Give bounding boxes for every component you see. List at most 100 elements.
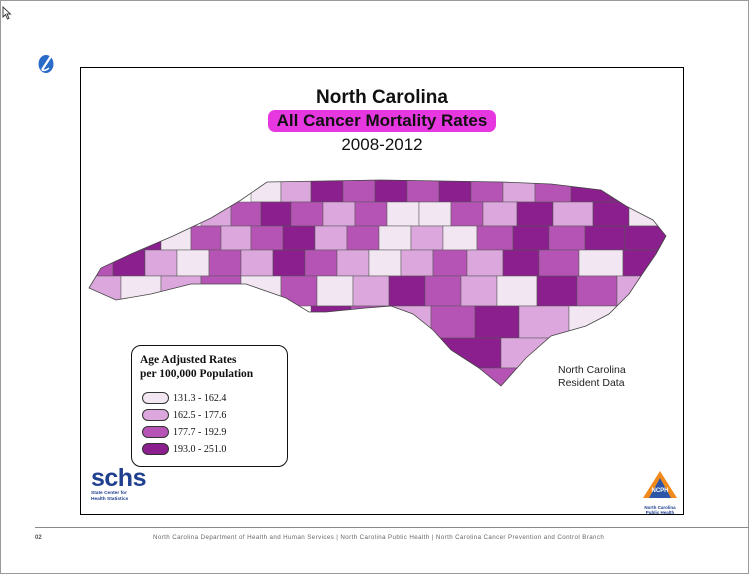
county <box>310 305 352 339</box>
county <box>576 275 618 307</box>
county <box>352 275 390 307</box>
county <box>442 225 478 251</box>
county <box>482 201 518 227</box>
county <box>314 225 348 251</box>
county <box>438 180 472 203</box>
county <box>622 249 666 277</box>
legend-title-line2: per 100,000 Population <box>140 368 254 380</box>
county <box>460 275 498 307</box>
county <box>310 180 344 203</box>
county <box>378 225 412 251</box>
county <box>388 275 426 307</box>
footer-text: North Carolina Department of Health and … <box>153 534 605 541</box>
county <box>552 201 594 227</box>
county <box>536 275 578 307</box>
county <box>220 225 252 251</box>
county <box>502 249 540 277</box>
county <box>570 180 612 203</box>
county <box>476 225 514 251</box>
map-years: 2008-2012 <box>341 135 423 154</box>
legend-label: 131.3 - 162.4 <box>173 392 227 404</box>
county <box>290 201 324 227</box>
schs-wordmark: schs <box>91 464 146 492</box>
county <box>322 201 356 227</box>
schs-subtitle-2: Health Statistics <box>91 496 129 502</box>
county <box>390 305 432 339</box>
county <box>386 201 420 227</box>
county <box>250 225 284 251</box>
ncph-subtitle-1: North Carolina <box>644 505 676 510</box>
county <box>568 305 630 339</box>
legend-title: Age Adjusted Rates per 100,000 Populatio… <box>140 353 253 381</box>
county <box>624 225 666 251</box>
county <box>432 249 468 277</box>
county <box>282 225 316 251</box>
county <box>538 249 580 277</box>
county <box>470 180 504 203</box>
map-subtitle-highlight: All Cancer Mortality Rates <box>81 110 683 132</box>
county <box>578 249 624 277</box>
county <box>496 275 538 307</box>
county <box>450 201 484 227</box>
legend-swatch <box>142 426 169 438</box>
county <box>512 225 550 251</box>
ncph-logo: NCPH North Carolina Public Health <box>640 470 680 515</box>
legend-item: 131.3 - 162.4 <box>142 392 226 404</box>
county <box>336 249 370 277</box>
county <box>176 249 210 277</box>
county <box>346 225 380 251</box>
county <box>406 180 440 203</box>
map-legend: Age Adjusted Rates per 100,000 Populatio… <box>131 345 288 467</box>
county <box>424 275 462 307</box>
county <box>316 275 354 307</box>
county <box>208 249 242 277</box>
footer-divider <box>35 527 749 528</box>
county <box>260 201 292 227</box>
county <box>616 275 666 307</box>
legend-item: 193.0 - 251.0 <box>142 443 226 455</box>
county <box>584 225 626 251</box>
county <box>112 249 146 277</box>
county <box>130 225 162 251</box>
nc-county-map <box>88 179 667 387</box>
county <box>500 337 562 369</box>
county <box>280 275 318 307</box>
ncph-mark-text: NCPH <box>651 488 668 494</box>
county <box>548 225 586 251</box>
county <box>89 275 122 307</box>
schs-subtitle-1: State Center for <box>91 491 127 496</box>
county <box>430 305 476 339</box>
county <box>474 305 520 339</box>
schs-logo: schs State Center for Health Statistics <box>91 465 146 502</box>
resident-data-note: North Carolina Resident Data <box>558 364 626 390</box>
legend-title-line1: Age Adjusted Rates <box>140 354 237 366</box>
county <box>518 305 570 339</box>
county <box>250 180 282 203</box>
county <box>374 180 408 203</box>
county <box>350 305 392 339</box>
legend-swatch <box>142 409 169 421</box>
resident-note-line1: North Carolina <box>558 364 626 376</box>
county <box>342 180 376 203</box>
ncph-subtitle-2: Public Health <box>645 510 675 515</box>
county <box>418 201 452 227</box>
county <box>89 249 114 277</box>
ncph-emblem-icon: NCPH <box>643 471 677 498</box>
county <box>440 337 502 369</box>
county <box>272 249 306 277</box>
resident-note-line2: Resident Data <box>558 377 625 389</box>
map-title: North Carolina <box>316 87 448 108</box>
legend-label: 193.0 - 251.0 <box>173 443 227 455</box>
county <box>628 201 666 227</box>
ncdhhs-corner-icon <box>38 55 54 73</box>
legend-item: 177.7 - 192.9 <box>142 426 226 438</box>
county <box>380 337 442 369</box>
county <box>592 201 630 227</box>
county <box>368 249 402 277</box>
state-outline <box>88 179 667 387</box>
county <box>190 225 222 251</box>
county <box>354 201 388 227</box>
legend-label: 177.7 - 192.9 <box>173 426 227 438</box>
county <box>304 249 338 277</box>
legend-swatch <box>142 392 169 404</box>
